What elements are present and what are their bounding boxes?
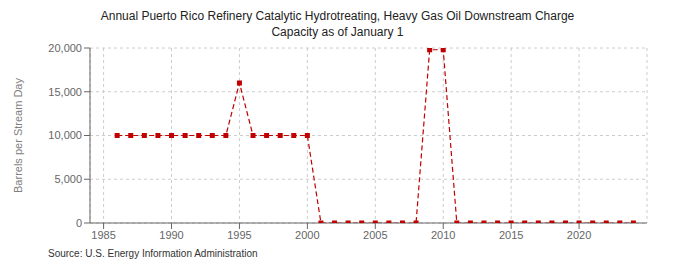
svg-text:2005: 2005	[363, 229, 387, 241]
svg-text:1995: 1995	[227, 229, 251, 241]
svg-text:2000: 2000	[295, 229, 319, 241]
svg-text:10,000: 10,000	[48, 129, 82, 141]
svg-text:2015: 2015	[499, 229, 523, 241]
svg-text:20,000: 20,000	[48, 42, 82, 54]
svg-text:0: 0	[76, 217, 82, 229]
svg-text:1990: 1990	[159, 229, 183, 241]
svg-text:5,000: 5,000	[54, 173, 82, 185]
html-text:Annual Puerto Rico Refinery Ca: Annual Puerto Rico Refinery Catalytic Hy…	[100, 9, 575, 23]
html-text:Capacity as of January 1: Capacity as of January 1	[271, 25, 404, 39]
svg-text:2010: 2010	[431, 229, 455, 241]
svg-text:1985: 1985	[91, 229, 115, 241]
html-text:Source: U.S. Energy Informatio: Source: U.S. Energy Information Administ…	[48, 248, 258, 259]
svg-text:15,000: 15,000	[48, 86, 82, 98]
svg-text:Barrels per Stream Day: Barrels per Stream Day	[12, 78, 24, 193]
svg-text:2020: 2020	[567, 229, 591, 241]
